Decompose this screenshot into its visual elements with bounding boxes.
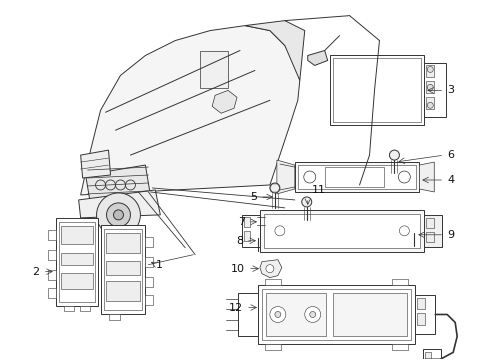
Circle shape (399, 226, 409, 236)
Bar (260, 210, 424, 252)
Circle shape (266, 265, 274, 273)
Bar (48, 288, 56, 298)
Bar (266, 293, 326, 336)
Text: 8: 8 (236, 236, 243, 246)
Bar (48, 250, 56, 260)
Circle shape (310, 311, 316, 318)
Bar (56, 218, 98, 306)
Bar (105, 261, 141, 275)
Circle shape (270, 183, 280, 193)
Bar (424, 63, 446, 117)
Circle shape (270, 306, 286, 323)
Bar (333, 293, 407, 336)
Circle shape (253, 228, 263, 238)
Bar (295, 162, 419, 192)
Bar (48, 270, 56, 280)
Bar (267, 214, 275, 228)
Polygon shape (212, 90, 237, 113)
Polygon shape (78, 190, 160, 218)
Bar (200, 50, 228, 88)
Bar (244, 231, 250, 241)
Text: 12: 12 (229, 302, 243, 312)
Bar (146, 237, 153, 247)
Circle shape (409, 223, 419, 233)
Text: 7: 7 (238, 217, 245, 227)
Bar (392, 345, 408, 350)
Polygon shape (308, 50, 328, 66)
Text: 1: 1 (155, 260, 162, 270)
Bar (426, 81, 434, 93)
Text: 4: 4 (447, 175, 454, 185)
Bar (423, 349, 441, 360)
Bar (298, 165, 416, 189)
Bar (146, 257, 153, 267)
Bar (105, 233, 141, 253)
Circle shape (390, 150, 399, 160)
Circle shape (302, 197, 312, 207)
Text: 11: 11 (312, 185, 326, 195)
Bar (59, 222, 95, 302)
Bar (392, 279, 408, 285)
Circle shape (114, 210, 123, 220)
Bar (105, 280, 141, 301)
Text: 2: 2 (32, 267, 39, 276)
Bar (103, 229, 143, 310)
Bar (416, 294, 435, 334)
Bar (244, 217, 250, 227)
Bar (417, 298, 425, 310)
Polygon shape (245, 21, 305, 80)
Bar (264, 214, 420, 248)
Bar (330, 55, 424, 125)
Text: 6: 6 (447, 150, 454, 160)
Bar (238, 293, 258, 336)
Circle shape (398, 171, 410, 183)
Bar (61, 226, 93, 244)
Bar (265, 345, 281, 350)
Bar (100, 225, 146, 315)
Bar (242, 215, 260, 247)
Bar (426, 97, 434, 109)
Circle shape (305, 306, 321, 323)
Bar (80, 306, 90, 311)
Bar (426, 232, 434, 242)
Circle shape (427, 84, 433, 90)
Text: 5: 5 (250, 192, 257, 202)
Circle shape (427, 67, 433, 72)
Bar (325, 167, 385, 187)
Bar (48, 230, 56, 240)
Polygon shape (419, 162, 434, 192)
Polygon shape (86, 165, 150, 205)
Bar (108, 315, 121, 320)
Polygon shape (81, 150, 111, 178)
Text: 9: 9 (447, 230, 454, 240)
Bar (426, 66, 434, 77)
Circle shape (304, 171, 316, 183)
Bar (146, 276, 153, 287)
Circle shape (275, 311, 281, 318)
Bar (146, 294, 153, 305)
Bar (333, 58, 421, 122)
Text: 3: 3 (447, 85, 454, 95)
Bar (424, 215, 442, 247)
Bar (425, 352, 431, 360)
Circle shape (427, 102, 433, 108)
Circle shape (275, 226, 285, 236)
Bar (61, 273, 93, 289)
Circle shape (97, 193, 141, 237)
Bar (258, 285, 416, 345)
Text: 10: 10 (231, 264, 245, 274)
Bar (61, 253, 93, 265)
Polygon shape (260, 260, 282, 278)
Bar (265, 212, 287, 230)
Bar (277, 214, 285, 228)
Bar (265, 279, 281, 285)
Polygon shape (277, 160, 295, 194)
Polygon shape (81, 26, 300, 195)
Circle shape (106, 203, 130, 227)
Bar (426, 218, 434, 228)
Bar (417, 314, 425, 325)
Bar (64, 306, 74, 311)
Bar (262, 289, 412, 340)
